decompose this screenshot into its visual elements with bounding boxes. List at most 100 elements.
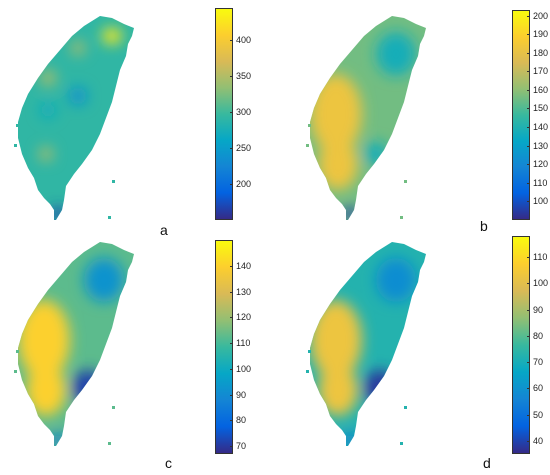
island-dot: [16, 124, 19, 127]
colorbar-tick-label: 80: [533, 331, 544, 341]
island-dot: [308, 350, 311, 353]
colorbar-tick-mark: [527, 201, 530, 202]
colorbar-tick-mark: [527, 283, 530, 284]
panel-label: c: [165, 455, 172, 471]
colorbar-tick-label: 150: [533, 103, 549, 113]
colorbar-tick-label: 110: [236, 338, 251, 348]
colorbar-tick-label: 120: [533, 159, 549, 169]
colorbar-tick-label: 40: [533, 436, 544, 446]
cool-ne: [84, 258, 124, 302]
warm-west: [18, 300, 70, 380]
colorbar-tick-mark: [527, 71, 530, 72]
warm-west: [310, 74, 362, 154]
panel-label: d: [483, 455, 491, 471]
island-dot: [404, 180, 407, 183]
colorbar-tick-label: 50: [533, 410, 544, 420]
cool-ne: [376, 32, 416, 76]
island-dot: [306, 370, 309, 373]
colorbar-tick-mark: [527, 164, 530, 165]
colorbar-b: [512, 10, 530, 220]
island-dot: [112, 406, 115, 409]
colorbar-d: [512, 236, 530, 454]
colorbar-tick-label: 350: [236, 71, 252, 81]
colorbar-tick-label: 130: [533, 141, 549, 151]
cool-ne: [376, 258, 416, 302]
colorbar-tick-mark: [230, 369, 233, 370]
colorbar-tick-label: 190: [533, 29, 549, 39]
colorbar-tick-mark: [230, 420, 233, 421]
cold-south: [50, 207, 66, 220]
colorbar-tick-label: 70: [236, 441, 247, 451]
island-dot: [308, 124, 311, 127]
colorbar-tick-label: 130: [236, 287, 252, 297]
colorbar-tick-mark: [527, 53, 530, 54]
colorbar-tick-mark: [527, 441, 530, 442]
colorbar-tick-mark: [527, 16, 530, 17]
colorbar-tick-label: 100: [533, 278, 549, 288]
spot-w1: [40, 70, 56, 86]
panel-label: b: [480, 218, 488, 234]
cold-southeast: [364, 370, 396, 406]
map-c: [14, 242, 134, 446]
island-dot: [306, 144, 309, 147]
spot-w2: [39, 147, 53, 161]
warm-sw: [318, 138, 358, 190]
colorbar-tick-mark: [230, 266, 233, 267]
island-dot: [404, 406, 407, 409]
colorbar-tick-label: 110: [533, 178, 548, 188]
colorbar-tick-mark: [230, 148, 233, 149]
colorbar-tick-mark: [230, 317, 233, 318]
colorbar-tick-mark: [527, 34, 530, 35]
colorbar-c: [215, 240, 233, 454]
colorbar-tick-label: 90: [236, 390, 247, 400]
colorbar-tick-mark: [230, 112, 233, 113]
warm-sw: [318, 364, 358, 416]
panel-label: a: [160, 222, 168, 238]
colorbar-tick-label: 160: [533, 85, 549, 95]
island-dot: [14, 370, 17, 373]
colorbar-tick-mark: [527, 336, 530, 337]
colorbar-tick-mark: [527, 183, 530, 184]
colorbar-tick-mark: [527, 90, 530, 91]
colorbar-tick-label: 250: [236, 143, 252, 153]
colorbar-tick-mark: [230, 446, 233, 447]
cool-se: [364, 142, 388, 166]
colorbar-tick-mark: [230, 184, 233, 185]
island-dot: [400, 216, 403, 219]
warm-sw: [26, 364, 66, 416]
colorbar-tick-mark: [527, 388, 530, 389]
spot-w3: [40, 102, 56, 118]
colorbar-tick-label: 60: [533, 383, 544, 393]
cool-south: [342, 433, 358, 446]
colorbar-tick-label: 80: [236, 415, 247, 425]
colorbar-tick-mark: [527, 415, 530, 416]
island-dot: [14, 144, 17, 147]
colorbar-tick-label: 300: [236, 107, 252, 117]
colorbar-tick-label: 90: [533, 305, 544, 315]
colorbar-tick-mark: [230, 40, 233, 41]
colorbar-tick-label: 110: [533, 252, 548, 262]
cool-center: [69, 87, 87, 105]
cold-southeast: [72, 370, 104, 406]
map-d: [306, 242, 426, 446]
warm-west: [310, 300, 362, 380]
colorbar-a: [215, 8, 233, 220]
colorbar-tick-label: 100: [236, 364, 252, 374]
colorbar-tick-mark: [527, 257, 530, 258]
colorbar-tick-mark: [527, 146, 530, 147]
colorbar-tick-label: 170: [533, 66, 549, 76]
colorbar-tick-mark: [527, 108, 530, 109]
colorbar-tick-label: 120: [236, 312, 252, 322]
spot-nw: [71, 41, 85, 55]
island-dot: [108, 216, 111, 219]
island-dot: [400, 442, 403, 445]
colorbar-tick-label: 140: [236, 261, 252, 271]
colorbar-tick-mark: [230, 395, 233, 396]
cool-south: [50, 433, 66, 446]
colorbar-tick-label: 200: [236, 179, 252, 189]
colorbar-tick-label: 200: [533, 11, 549, 21]
colorbar-tick-mark: [230, 292, 233, 293]
map-b: [306, 16, 426, 220]
colorbar-tick-mark: [230, 343, 233, 344]
hotspot-north: [102, 28, 122, 44]
